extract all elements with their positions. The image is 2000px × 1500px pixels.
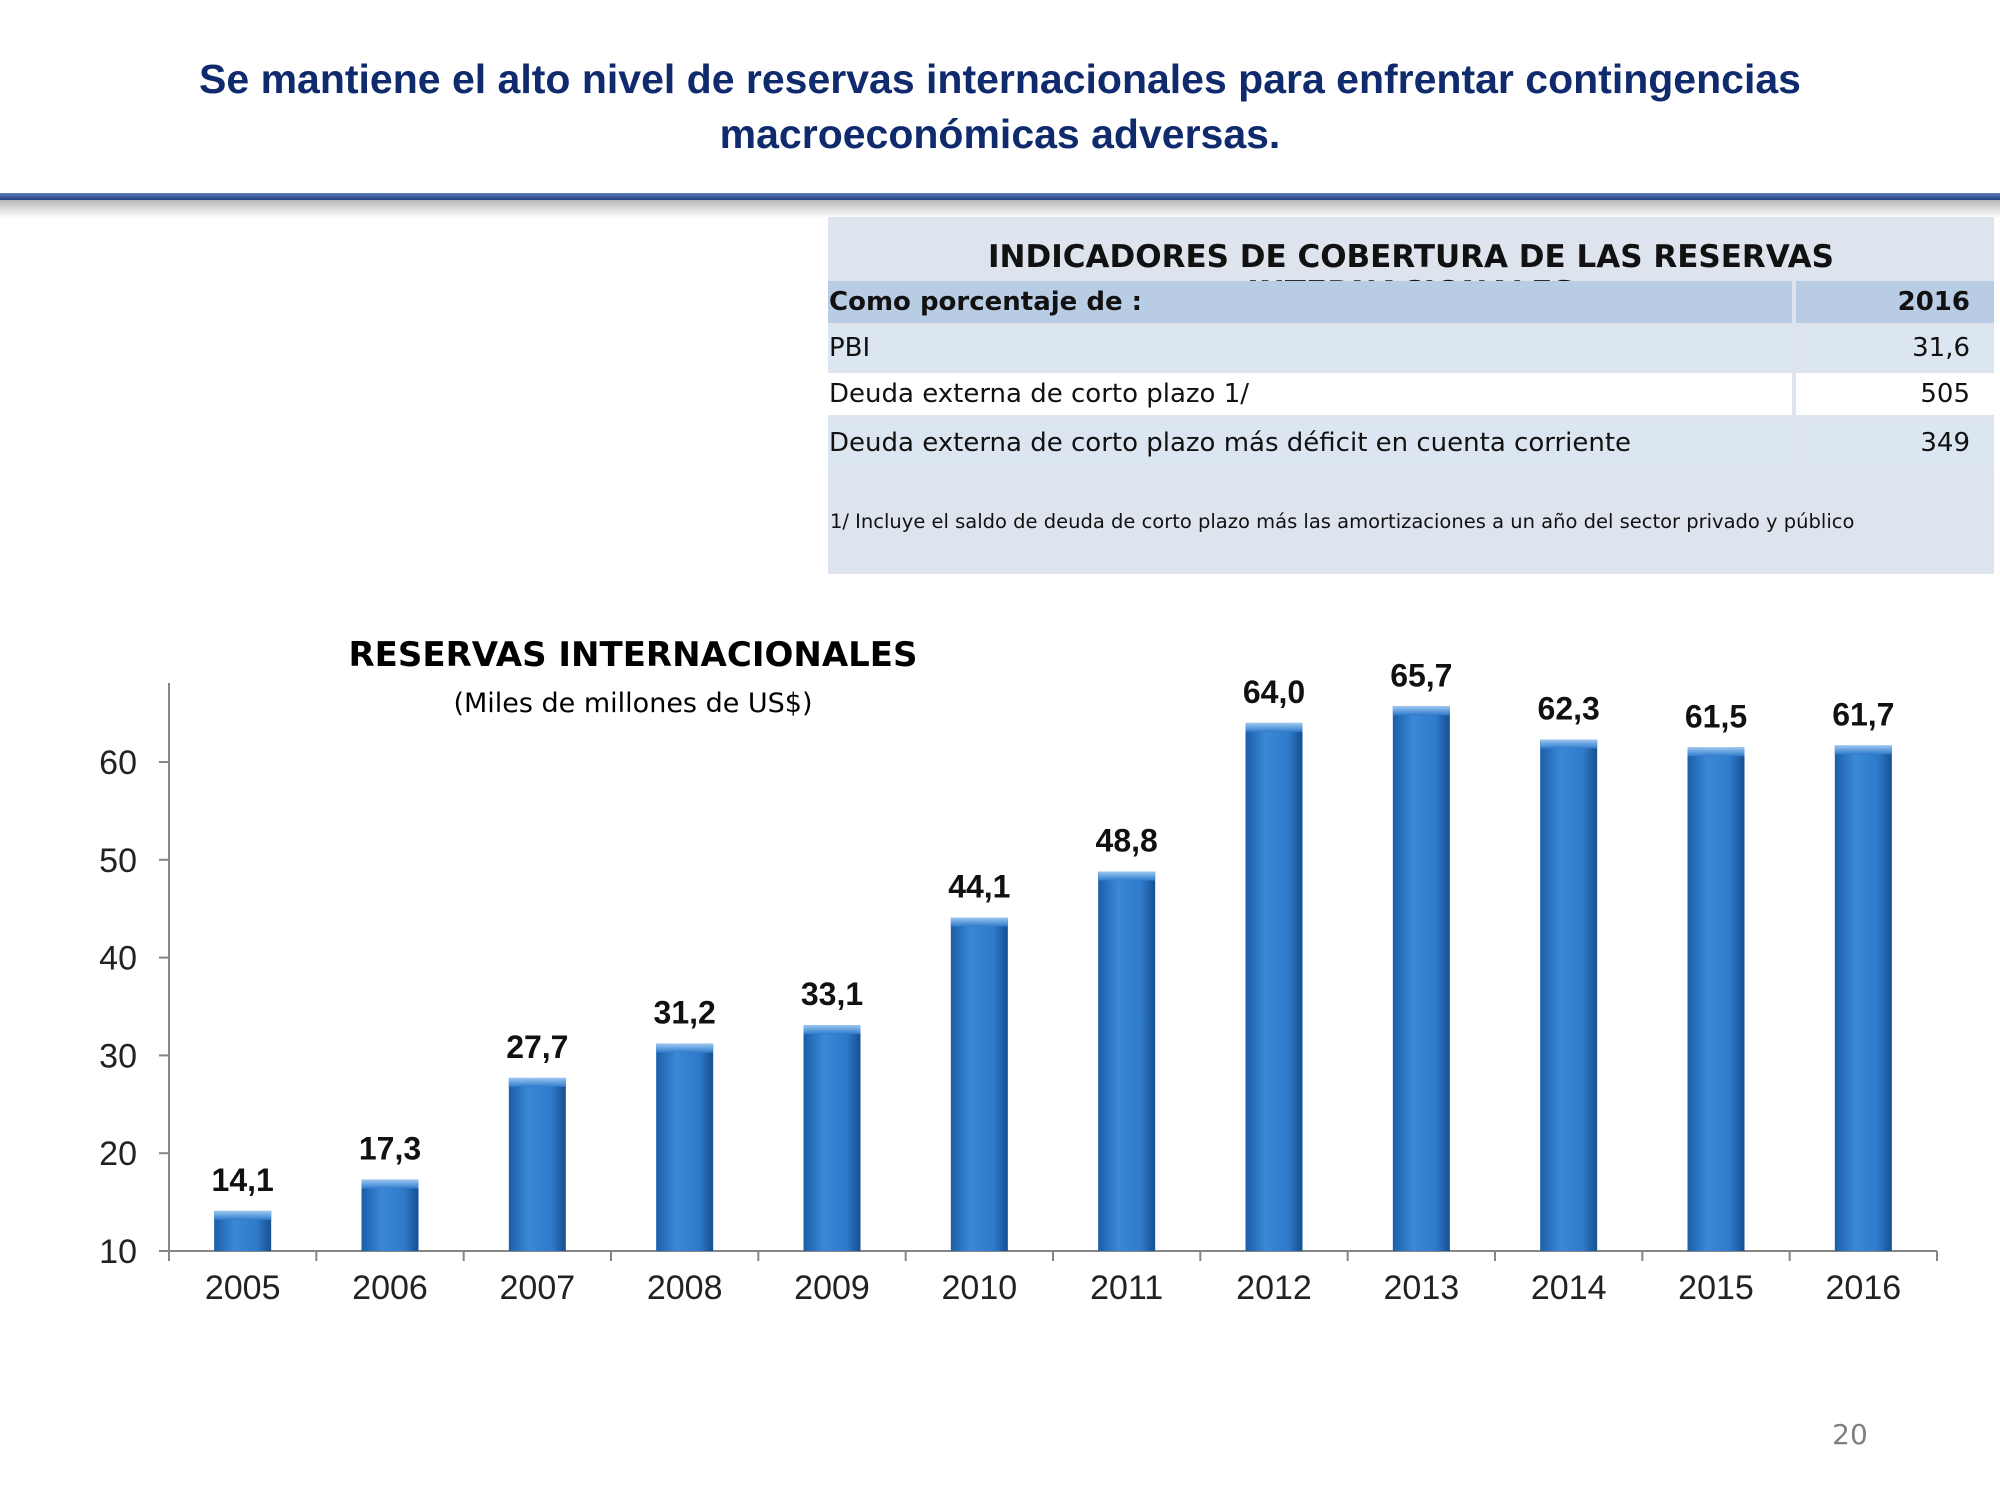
chart-title: RESERVAS INTERNACIONALES bbox=[348, 635, 918, 675]
indicators-header-label: Como porcentaje de : bbox=[828, 281, 1792, 323]
x-tick-label: 2008 bbox=[647, 1269, 723, 1307]
bar bbox=[803, 1025, 861, 1251]
indicator-value: 31,6 bbox=[1796, 327, 1994, 369]
bar-cap bbox=[1245, 722, 1303, 732]
x-tick-label: 2005 bbox=[205, 1269, 281, 1307]
data-label: 31,2 bbox=[654, 995, 716, 1031]
bar-cap bbox=[508, 1077, 566, 1087]
x-tick-label: 2012 bbox=[1236, 1269, 1312, 1307]
x-tick-label: 2007 bbox=[500, 1269, 576, 1307]
data-label: 14,1 bbox=[212, 1162, 274, 1198]
page-number: 20 bbox=[1832, 1418, 1868, 1451]
data-label: 65,7 bbox=[1390, 657, 1452, 693]
bar bbox=[950, 917, 1008, 1251]
bar bbox=[1687, 747, 1745, 1251]
data-label: 17,3 bbox=[359, 1131, 421, 1167]
x-tick-label: 2010 bbox=[942, 1269, 1018, 1307]
indicator-row: Deuda externa de corto plazo más déficit… bbox=[828, 419, 1994, 467]
indicator-value: 505 bbox=[1796, 373, 1994, 415]
bar-cap bbox=[803, 1025, 861, 1035]
indicator-label: PBI bbox=[828, 327, 1792, 369]
indicator-value: 349 bbox=[1796, 419, 1994, 467]
bar-cap bbox=[950, 917, 1008, 927]
bar-cap bbox=[1540, 739, 1598, 749]
bar bbox=[656, 1043, 714, 1251]
indicators-footnote: 1/ Incluye el saldo de deuda de corto pl… bbox=[830, 510, 1855, 533]
bar bbox=[508, 1077, 566, 1251]
bar-cap bbox=[361, 1179, 419, 1189]
bar bbox=[1098, 871, 1156, 1251]
indicators-header-row: Como porcentaje de : 2016 bbox=[828, 281, 1994, 323]
x-tick-label: 2009 bbox=[794, 1269, 870, 1307]
y-tick-label: 20 bbox=[99, 1135, 137, 1173]
indicator-row: PBI 31,6 bbox=[828, 327, 1994, 369]
y-tick-label: 30 bbox=[99, 1037, 137, 1075]
x-tick-label: 2011 bbox=[1090, 1269, 1163, 1307]
bar-cap bbox=[214, 1210, 272, 1220]
indicator-row: Deuda externa de corto plazo 1/ 505 bbox=[828, 373, 1994, 415]
y-tick-label: 10 bbox=[99, 1233, 137, 1271]
bar-cap bbox=[1392, 706, 1450, 716]
indicator-label: Deuda externa de corto plazo más déficit… bbox=[828, 419, 1792, 467]
x-tick-label: 2016 bbox=[1826, 1269, 1902, 1307]
indicator-label: Deuda externa de corto plazo 1/ bbox=[828, 373, 1792, 415]
bar bbox=[1540, 739, 1598, 1251]
indicators-panel: INDICADORES DE COBERTURA DE LAS RESERVAS… bbox=[828, 217, 1994, 574]
data-label: 33,1 bbox=[801, 976, 863, 1012]
bar bbox=[1245, 722, 1303, 1251]
title-divider bbox=[0, 193, 2000, 200]
bar-cap bbox=[1098, 871, 1156, 881]
y-tick-label: 40 bbox=[99, 940, 137, 978]
bar bbox=[361, 1179, 419, 1251]
bar bbox=[1834, 745, 1892, 1251]
bar-cap bbox=[656, 1043, 714, 1053]
data-label: 61,5 bbox=[1685, 698, 1747, 734]
data-label: 62,3 bbox=[1538, 691, 1600, 727]
bar-cap bbox=[1687, 747, 1745, 757]
data-label: 61,7 bbox=[1832, 696, 1894, 732]
data-label: 64,0 bbox=[1243, 674, 1305, 710]
x-tick-label: 2006 bbox=[352, 1269, 428, 1307]
bar bbox=[1392, 706, 1450, 1251]
chart-subtitle: (Miles de millones de US$) bbox=[453, 688, 813, 719]
y-tick-label: 50 bbox=[99, 842, 137, 880]
slide-title: Se mantiene el alto nivel de reservas in… bbox=[199, 56, 1801, 157]
data-label: 27,7 bbox=[506, 1029, 568, 1065]
bar-cap bbox=[1834, 745, 1892, 755]
x-tick-label: 2013 bbox=[1384, 1269, 1460, 1307]
indicators-header-year: 2016 bbox=[1796, 281, 1994, 323]
data-label: 48,8 bbox=[1096, 823, 1158, 859]
data-label: 44,1 bbox=[948, 869, 1010, 905]
x-tick-label: 2015 bbox=[1678, 1269, 1754, 1307]
y-tick-label: 60 bbox=[99, 744, 137, 782]
x-tick-label: 2014 bbox=[1531, 1269, 1607, 1307]
title-divider-shadow bbox=[0, 200, 2000, 218]
